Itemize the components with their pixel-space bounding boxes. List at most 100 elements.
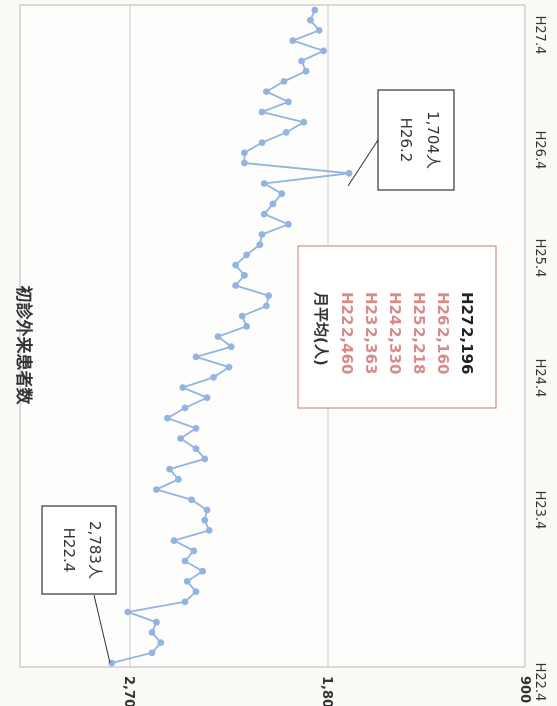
summary-year: H25 [410,292,428,325]
data-point [289,37,297,44]
data-point [181,598,189,606]
data-point [153,486,160,493]
annotation-h26-2: H26.2 1,704人 [347,89,455,191]
summary-box: 月平均(人) H222,460H232,363H242,330H252,218H… [297,245,497,409]
data-point [300,118,308,126]
data-point [199,567,207,575]
annotation-box [377,89,455,191]
data-point [148,649,156,657]
summary-year: H22 [338,292,356,325]
data-point [188,496,196,504]
summary-value: 2,218 [410,327,428,374]
data-point [260,180,268,187]
data-point [192,445,200,453]
annotation-leader [93,594,111,664]
chart-title: 初診外来患者数 [13,286,34,406]
data-point [307,16,314,24]
data-point [315,27,323,34]
annotation-value: 1,704人 [424,111,442,169]
data-point [148,629,156,636]
series-layer [108,6,353,667]
summary-value: 2,196 [458,327,476,374]
summary-value: 2,363 [362,327,380,374]
data-point [320,47,327,55]
data-point [175,475,182,483]
data-point [278,190,286,198]
data-point [241,149,248,157]
data-point [263,88,270,95]
annotation-leader [347,139,379,187]
data-point [183,578,191,585]
data-point [345,169,353,177]
data-point [302,67,310,75]
data-point [232,282,240,289]
data-point [238,312,246,320]
data-point [192,424,200,432]
annotation-value: 2,783人 [86,521,104,579]
summary-rows: H22 2,460 H23 2,363 H24 2,330 H25 2,218 H26 2,160… [338,292,476,374]
data-point [258,231,266,238]
annotation-h22-4: H22.4 2,783人 [41,505,117,664]
data-point [243,322,251,330]
y-axis-ticks: 2,700 1,800 900 [121,676,532,706]
summary-value: 2,330 [386,327,404,374]
data-point [153,618,160,626]
data-point [243,251,251,259]
data-point [201,455,209,463]
data-point [298,57,305,65]
data-point [232,261,240,269]
summary-year: H27 [458,292,476,325]
data-point [164,414,171,422]
data-point [203,394,211,402]
y-tick-label: 900 [517,676,532,703]
summary-year: H26 [434,292,452,325]
data-point [157,639,165,646]
data-point [265,292,272,300]
x-tick-label: H24.4 [532,359,547,398]
data-point [179,384,187,391]
x-tick-label: H27.4 [532,16,547,55]
data-point [190,547,198,555]
data-point [311,6,319,14]
data-point [225,363,233,371]
data-point [256,241,264,249]
summary-value: 2,460 [338,327,356,374]
annotation-period: H22.4 [60,528,78,573]
data-point [258,108,266,116]
x-axis-ticks: H22.4 H23.4 H24.4 H25.4 H26.4 H27.4 [532,16,547,702]
data-point [177,435,185,442]
summary-frame [297,245,497,409]
data-point [258,139,266,147]
data-point [285,220,292,228]
data-point [181,404,189,412]
annotation-period: H26.2 [397,118,415,163]
data-point [241,271,248,279]
y-tick-label: 1,800 [319,676,334,706]
summary-value: 2,160 [434,327,452,374]
y-tick-label: 2,700 [121,676,136,706]
data-point [241,159,248,167]
data-point [192,588,200,595]
data-point [205,527,213,534]
data-point [181,557,189,565]
data-point [263,302,270,310]
data-point [170,537,178,544]
x-tick-label: H22.4 [532,663,547,702]
data-point [282,129,290,136]
data-point [280,78,288,85]
data-point [210,373,218,381]
data-point [166,465,174,473]
x-tick-label: H26.4 [532,131,547,170]
data-point [214,333,222,340]
summary-year: H24 [386,292,404,325]
annotation-box [41,505,117,595]
data-point [124,608,132,616]
data-point [192,353,200,361]
summary-year: H23 [362,292,380,325]
data-point [260,210,268,218]
data-point [203,506,211,514]
data-point [285,98,292,106]
summary-header: 月平均(人) [312,291,330,366]
x-tick-label: H23.4 [532,491,547,530]
